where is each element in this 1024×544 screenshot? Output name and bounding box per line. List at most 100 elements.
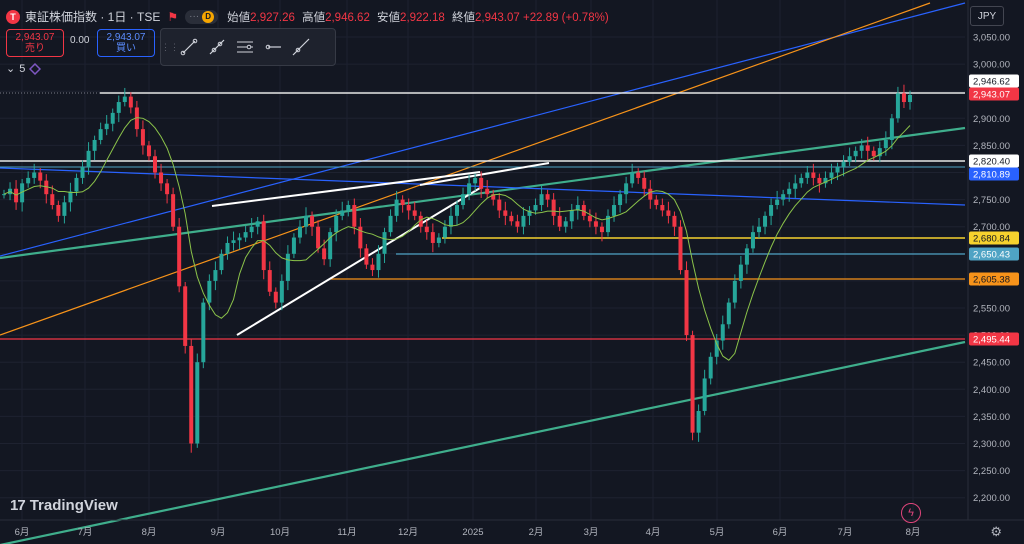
candle-body (575, 205, 580, 211)
data-delay-badge: D (202, 10, 215, 23)
x-tick-label: 7月 (78, 527, 93, 538)
drawing-toolbar[interactable]: ⋮⋮ (160, 28, 336, 66)
candle-body (684, 270, 689, 336)
candle-body (122, 96, 127, 103)
candle-body (104, 123, 109, 130)
candle-body (642, 177, 647, 189)
ohlc-high-value: 2,946.62 (325, 11, 370, 24)
extended-line-icon[interactable] (287, 33, 315, 61)
candle-body (726, 302, 731, 325)
candle-body (442, 226, 447, 238)
horizontal-ray-icon[interactable] (259, 33, 287, 61)
price-label-box (969, 272, 1019, 286)
price-label-box (969, 247, 1019, 261)
candle-body (207, 280, 212, 303)
currency-selector[interactable]: JPY (970, 6, 1004, 26)
candle-body (515, 221, 520, 227)
wedge-upper-line (211, 171, 481, 207)
candle-body (606, 215, 610, 233)
time-axis: 6月 7月 8月 9月 10月 11月 12月 2025 2月 3月 4月 5月 6月 7月 8月 (0, 519, 1024, 538)
candle-body (612, 205, 617, 216)
chevron-down-icon[interactable]: ⌄ (6, 63, 16, 75)
indicator-legend[interactable]: ⌄ 5 (6, 62, 42, 75)
candle-body (159, 172, 164, 184)
candle-body (334, 215, 339, 233)
candle-body (599, 226, 604, 233)
price-label-box (969, 87, 1019, 101)
candle-body (38, 172, 43, 181)
candle-body (799, 177, 804, 184)
candle-body (346, 205, 351, 211)
candle-body (666, 210, 671, 216)
candle-body (140, 129, 145, 146)
drag-handle-icon[interactable]: ⋮⋮ (161, 42, 179, 52)
candle-body (26, 177, 31, 184)
flag-icon[interactable]: ⚑ (167, 9, 179, 24)
candle-body (134, 107, 139, 130)
price-label-box (969, 231, 1019, 245)
candle-body (255, 221, 260, 227)
symbol-title[interactable]: 東証株価指数 · 1日 · TSE (25, 10, 161, 24)
indicator-icon[interactable] (29, 62, 42, 75)
ohlc-low-label: 安値 (377, 11, 401, 24)
x-tick-label: 6月 (15, 527, 30, 538)
ohlc-close-value: 2,943.07 (475, 11, 520, 24)
candle-body (708, 356, 713, 379)
candle-body (316, 226, 321, 249)
x-tick-label: 5月 (710, 527, 725, 538)
candle-body (877, 148, 882, 157)
candle-body (775, 199, 780, 206)
ohlc-change-value: +22.89 (+0.78%) (522, 11, 609, 24)
y-tick-label: 2,250.00 (973, 466, 1010, 477)
candle-body (412, 210, 417, 216)
candle-body (581, 205, 586, 216)
candle-body (364, 248, 369, 265)
candle-body (630, 172, 635, 184)
y-tick-label: 2,450.00 (973, 358, 1010, 369)
candle-body (485, 188, 490, 195)
ray-icon[interactable] (203, 33, 231, 61)
orange-trend-line (0, 2, 931, 336)
spread-value: 0.00 (70, 35, 90, 46)
gear-icon[interactable]: ⚙ (990, 524, 1002, 539)
candle-body (696, 410, 701, 433)
green-channel-lower (0, 340, 966, 544)
candle-body (823, 177, 828, 184)
price-label: 2,943.07 (973, 90, 1010, 101)
sell-button[interactable]: 2,943.07 売り (6, 29, 64, 57)
candle-body (908, 94, 912, 103)
candle-body (358, 226, 363, 249)
candle-body (805, 172, 810, 178)
x-tick-label: 2025 (462, 527, 483, 538)
wedge-extension-line (419, 162, 550, 186)
candles-layer (2, 84, 912, 453)
candle-body (889, 118, 894, 140)
tradingview-logo-icon: 17 (10, 497, 26, 514)
y-tick-label: 2,700.00 (973, 222, 1010, 233)
price-label: 2,650.43 (973, 250, 1010, 261)
market-status-pill[interactable]: ··· D (185, 9, 219, 24)
candle-body (62, 202, 67, 216)
buy-button[interactable]: 2,943.07 買い (97, 29, 155, 57)
flash-icon[interactable]: ϟ (901, 503, 921, 523)
candle-body (285, 253, 290, 281)
candle-body (769, 205, 774, 216)
wedge-lower-line (236, 187, 481, 336)
candle-body (793, 183, 798, 189)
ohlc-open-label: 始値 (227, 11, 251, 24)
ohlc-readout: 始値2,927.26 高値2,946.62 安値2,922.18 終値2,943… (223, 9, 609, 25)
symbol-header: T 東証株価指数 · 1日 · TSE ⚑ ··· D 始値2,927.26 高… (6, 8, 609, 25)
candle-body (847, 156, 852, 162)
parallel-channel-icon[interactable] (231, 33, 259, 61)
candle-body (527, 210, 532, 216)
candle-body (352, 205, 357, 227)
y-tick-label: 2,200.00 (973, 493, 1010, 504)
price-label: 2,820.40 (973, 157, 1010, 168)
candle-body (80, 167, 85, 178)
chart-grid (0, 0, 965, 520)
y-tick-label: 2,550.00 (973, 304, 1010, 315)
trend-line-icon[interactable] (175, 33, 203, 61)
green-channel-upper (0, 126, 966, 260)
exchange-logo[interactable]: T (6, 9, 20, 24)
